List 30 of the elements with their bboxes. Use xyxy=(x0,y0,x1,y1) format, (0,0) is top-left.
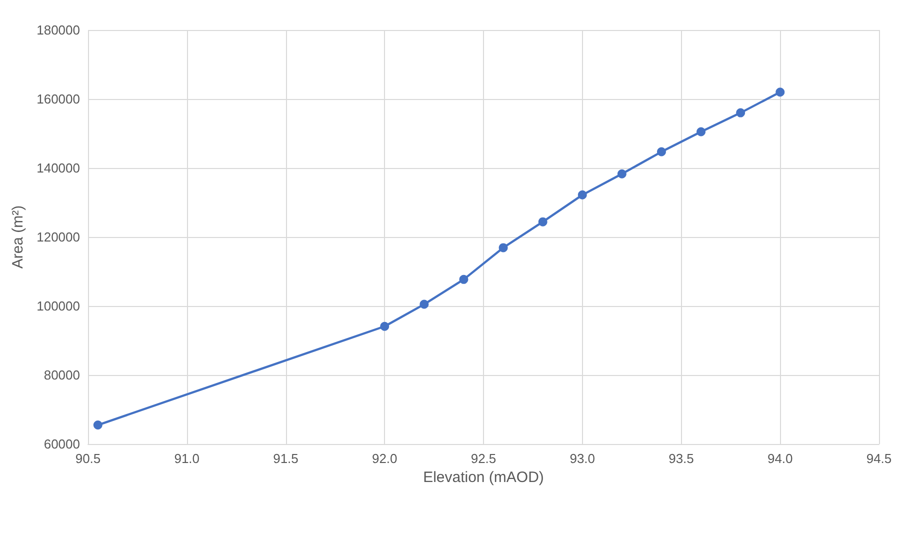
x-tick-label: 90.5 xyxy=(75,451,101,466)
y-tick-label: 180000 xyxy=(36,22,80,38)
x-tick-label: 94.0 xyxy=(767,451,793,466)
y-tick-label: 120000 xyxy=(36,230,80,244)
y-tick-label: 80000 xyxy=(44,368,80,382)
point xyxy=(617,169,626,178)
x-tick-label: 94.5 xyxy=(866,451,892,466)
point xyxy=(656,147,666,156)
point xyxy=(459,274,468,284)
point xyxy=(578,190,587,200)
point xyxy=(380,322,390,331)
x-axis-title: Elevation (mAOD) xyxy=(423,468,544,486)
y-tick-label: 60000 xyxy=(44,436,80,452)
point xyxy=(420,300,429,309)
point xyxy=(736,108,746,118)
point xyxy=(776,88,785,97)
point xyxy=(498,243,508,252)
x-tick-label: 92.5 xyxy=(470,451,496,466)
y-tick-label: 100000 xyxy=(36,298,80,314)
point xyxy=(93,420,102,430)
y-axis-title: Area (m²) xyxy=(10,205,27,269)
y-tick-label: 140000 xyxy=(36,160,80,176)
x-tick-label: 91.0 xyxy=(174,451,200,466)
x-tick-label: 91.5 xyxy=(273,451,298,466)
x-tick-label: 93.0 xyxy=(570,451,596,466)
x-tick-label: 93.5 xyxy=(668,451,694,466)
y-tick-label: 160000 xyxy=(36,92,80,106)
point xyxy=(696,127,706,136)
point xyxy=(538,217,548,226)
x-tick-label: 92.0 xyxy=(372,451,398,466)
